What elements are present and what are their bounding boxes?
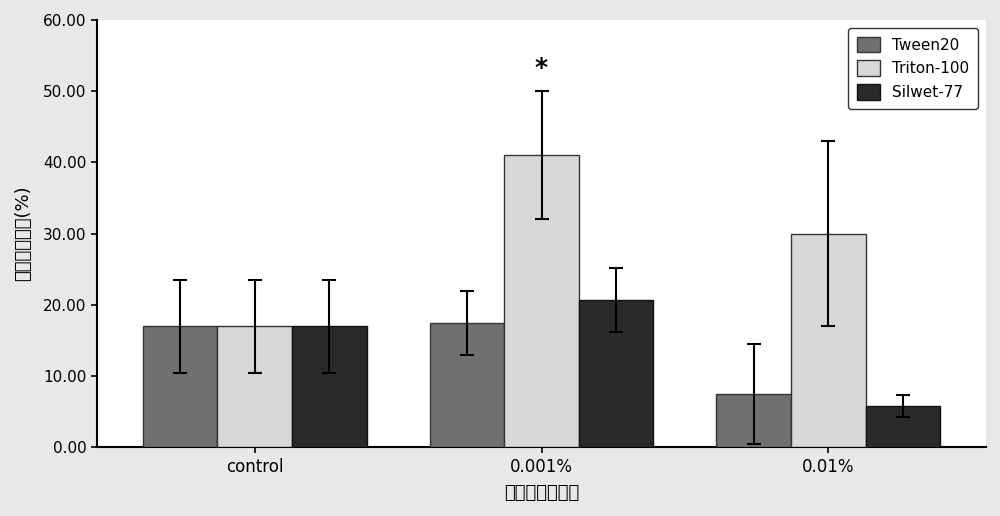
Bar — [866, 406, 940, 447]
Bar — [791, 234, 866, 447]
Bar — [716, 394, 791, 447]
Y-axis label: 原球葵存活率(%): 原球葵存活率(%) — [14, 186, 32, 281]
Text: *: * — [535, 56, 548, 80]
Bar — [217, 326, 292, 447]
Legend: Tween20, Triton-100, Silwet-77: Tween20, Triton-100, Silwet-77 — [848, 27, 978, 109]
Bar — [292, 326, 367, 447]
Bar — [504, 155, 579, 447]
Bar — [143, 326, 217, 447]
X-axis label: 表面活性剂浓度: 表面活性剂浓度 — [504, 484, 579, 502]
Bar — [430, 322, 504, 447]
Bar — [579, 300, 653, 447]
